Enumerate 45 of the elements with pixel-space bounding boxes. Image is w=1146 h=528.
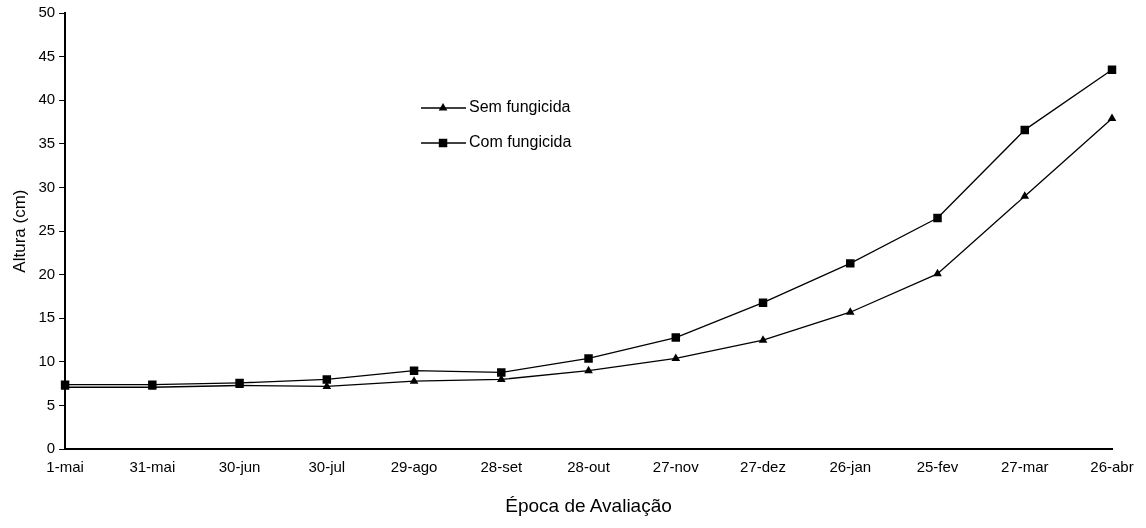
- y-tick-label: 50: [38, 3, 56, 21]
- x-tick-label: 25-fev: [916, 458, 959, 476]
- point: [1020, 191, 1030, 199]
- point: [933, 268, 942, 277]
- y-tick-label: 15: [38, 308, 56, 326]
- y-tick-label: 5: [46, 395, 56, 413]
- point: [671, 353, 681, 361]
- point: [1107, 113, 1117, 122]
- y-tick-label: 20: [38, 264, 56, 282]
- point: [846, 259, 855, 268]
- point: [1107, 65, 1117, 74]
- point: [409, 376, 419, 384]
- x-tick-label: 1-mai: [46, 458, 84, 476]
- point: [584, 354, 593, 363]
- point: [758, 298, 768, 307]
- x-tick-label: 30-jul: [308, 458, 346, 476]
- x-tick-label: 26-jan: [829, 458, 872, 476]
- x-tick-label: 26-abr: [1090, 458, 1134, 476]
- point: [933, 213, 942, 223]
- x-tick-label: 27-mar: [1001, 458, 1049, 476]
- x-tick-label: 30-jun: [218, 458, 261, 476]
- point: [497, 368, 506, 377]
- x-tick-label: 28-out: [567, 458, 611, 476]
- y-tick-label: 35: [38, 134, 56, 151]
- y-tick-label: 40: [38, 90, 56, 108]
- point: [409, 366, 419, 375]
- point: [758, 335, 768, 343]
- legend-label: Sem fungicida: [469, 98, 571, 116]
- y-tick-label: 30: [38, 177, 56, 195]
- x-tick-label: 31-mai: [129, 458, 176, 476]
- point: [671, 333, 681, 342]
- point: [322, 375, 332, 384]
- y-tick-label: 45: [38, 46, 56, 64]
- x-axis-title: Época de Avaliação: [505, 494, 672, 516]
- point: [845, 307, 855, 315]
- legend-label: Com fungicida: [469, 133, 572, 151]
- x-tick-label: 29-ago: [390, 458, 438, 476]
- y-tick-label: 0: [46, 439, 56, 457]
- x-tick-label: 27-nov: [652, 458, 700, 476]
- y-tick-label: 25: [38, 221, 56, 239]
- y-axis-title: Altura (cm): [9, 189, 29, 273]
- y-tick-label: 10: [38, 352, 56, 370]
- x-tick-label: 28-set: [480, 458, 523, 476]
- point: [584, 365, 593, 374]
- x-tick-label: 27-dez: [740, 458, 786, 476]
